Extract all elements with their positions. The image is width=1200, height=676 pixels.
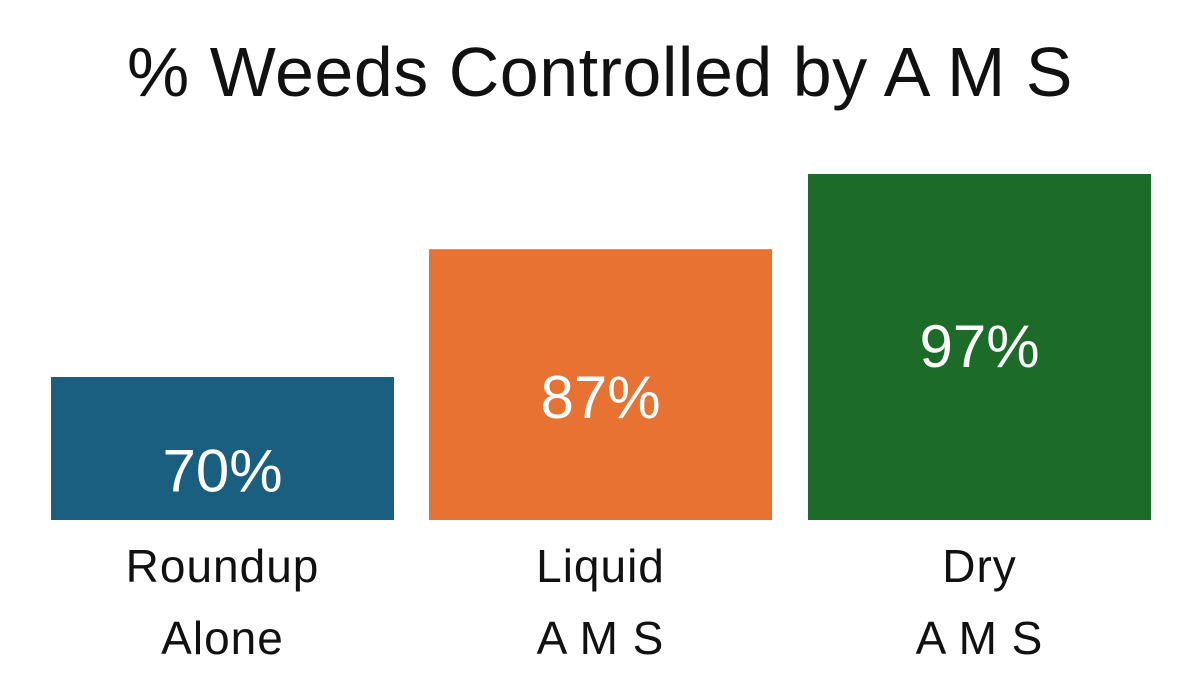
bar-1 — [51, 377, 394, 520]
bar-value-label-2: 87% — [540, 364, 660, 431]
bar-value-label-1: 70% — [162, 437, 282, 504]
bar-3 — [808, 174, 1151, 520]
category-label-3-line-1: Dry — [942, 540, 1017, 592]
category-label-2-line-1: Liquid — [536, 540, 665, 592]
category-label-1-line-1: Roundup — [126, 540, 320, 592]
chart-title: % Weeds Controlled by A M S — [127, 33, 1073, 111]
category-label-1-line-2: Alone — [161, 612, 284, 664]
category-label-3-line-2: A M S — [916, 612, 1044, 664]
bar-value-label-3: 97% — [919, 313, 1039, 380]
category-label-2-line-2: A M S — [537, 612, 665, 664]
bar-2 — [429, 249, 772, 520]
